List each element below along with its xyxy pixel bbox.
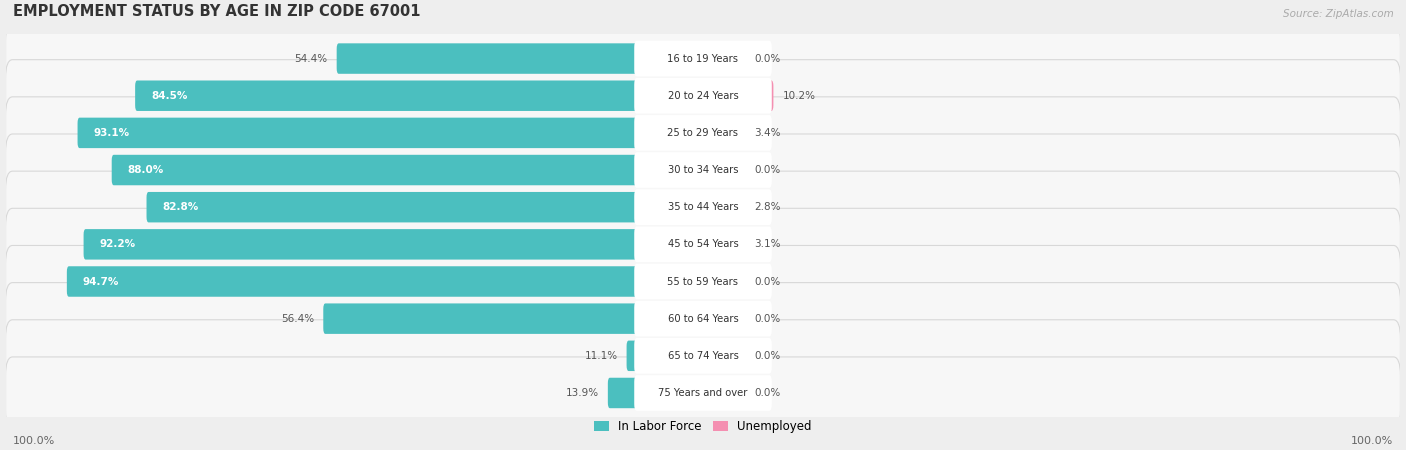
FancyBboxPatch shape — [634, 152, 772, 188]
FancyBboxPatch shape — [67, 266, 704, 297]
FancyBboxPatch shape — [6, 245, 1400, 318]
FancyBboxPatch shape — [135, 81, 704, 111]
FancyBboxPatch shape — [6, 171, 1400, 243]
Text: 0.0%: 0.0% — [755, 54, 780, 63]
FancyBboxPatch shape — [146, 192, 704, 222]
FancyBboxPatch shape — [6, 208, 1400, 280]
FancyBboxPatch shape — [634, 264, 772, 299]
FancyBboxPatch shape — [83, 229, 704, 260]
FancyBboxPatch shape — [6, 134, 1400, 206]
FancyBboxPatch shape — [702, 158, 744, 183]
Text: 54.4%: 54.4% — [294, 54, 328, 63]
Text: 20 to 24 Years: 20 to 24 Years — [668, 91, 738, 101]
FancyBboxPatch shape — [6, 97, 1400, 169]
FancyBboxPatch shape — [634, 189, 772, 225]
FancyBboxPatch shape — [702, 269, 744, 294]
Text: Source: ZipAtlas.com: Source: ZipAtlas.com — [1282, 9, 1393, 19]
Text: 35 to 44 Years: 35 to 44 Years — [668, 202, 738, 212]
Legend: In Labor Force, Unemployed: In Labor Force, Unemployed — [589, 415, 817, 438]
FancyBboxPatch shape — [634, 78, 772, 113]
Text: 11.1%: 11.1% — [585, 351, 617, 361]
FancyBboxPatch shape — [336, 43, 704, 74]
FancyBboxPatch shape — [702, 380, 744, 405]
Text: 0.0%: 0.0% — [755, 276, 780, 287]
Text: 82.8%: 82.8% — [163, 202, 198, 212]
Text: 0.0%: 0.0% — [755, 314, 780, 324]
Text: EMPLOYMENT STATUS BY AGE IN ZIP CODE 67001: EMPLOYMENT STATUS BY AGE IN ZIP CODE 670… — [13, 4, 420, 19]
FancyBboxPatch shape — [634, 338, 772, 374]
Text: 10.2%: 10.2% — [783, 91, 815, 101]
FancyBboxPatch shape — [634, 41, 772, 76]
FancyBboxPatch shape — [323, 303, 704, 334]
Text: 100.0%: 100.0% — [13, 436, 55, 446]
Text: 3.1%: 3.1% — [755, 239, 780, 249]
FancyBboxPatch shape — [6, 283, 1400, 355]
Text: 60 to 64 Years: 60 to 64 Years — [668, 314, 738, 324]
Text: 94.7%: 94.7% — [83, 276, 120, 287]
Text: 55 to 59 Years: 55 to 59 Years — [668, 276, 738, 287]
FancyBboxPatch shape — [634, 301, 772, 337]
FancyBboxPatch shape — [6, 357, 1400, 429]
Text: 16 to 19 Years: 16 to 19 Years — [668, 54, 738, 63]
FancyBboxPatch shape — [702, 117, 728, 148]
Text: 0.0%: 0.0% — [755, 388, 780, 398]
Text: 2.8%: 2.8% — [755, 202, 780, 212]
Text: 30 to 34 Years: 30 to 34 Years — [668, 165, 738, 175]
FancyBboxPatch shape — [702, 81, 773, 111]
FancyBboxPatch shape — [627, 341, 704, 371]
Text: 93.1%: 93.1% — [94, 128, 129, 138]
Text: 45 to 54 Years: 45 to 54 Years — [668, 239, 738, 249]
FancyBboxPatch shape — [702, 229, 725, 260]
FancyBboxPatch shape — [6, 60, 1400, 132]
FancyBboxPatch shape — [6, 22, 1400, 94]
Text: 3.4%: 3.4% — [755, 128, 780, 138]
Text: 65 to 74 Years: 65 to 74 Years — [668, 351, 738, 361]
FancyBboxPatch shape — [702, 192, 724, 222]
FancyBboxPatch shape — [607, 378, 704, 408]
Text: 88.0%: 88.0% — [128, 165, 165, 175]
Text: 92.2%: 92.2% — [100, 239, 136, 249]
FancyBboxPatch shape — [634, 115, 772, 151]
FancyBboxPatch shape — [634, 226, 772, 262]
Text: 84.5%: 84.5% — [152, 91, 187, 101]
Text: 25 to 29 Years: 25 to 29 Years — [668, 128, 738, 138]
Text: 0.0%: 0.0% — [755, 165, 780, 175]
FancyBboxPatch shape — [6, 320, 1400, 392]
FancyBboxPatch shape — [702, 46, 744, 71]
FancyBboxPatch shape — [111, 155, 704, 185]
Text: 75 Years and over: 75 Years and over — [658, 388, 748, 398]
FancyBboxPatch shape — [702, 343, 744, 369]
FancyBboxPatch shape — [702, 306, 744, 331]
Text: 56.4%: 56.4% — [281, 314, 314, 324]
FancyBboxPatch shape — [634, 375, 772, 411]
Text: 0.0%: 0.0% — [755, 351, 780, 361]
Text: 100.0%: 100.0% — [1351, 436, 1393, 446]
Text: 13.9%: 13.9% — [565, 388, 599, 398]
FancyBboxPatch shape — [77, 117, 704, 148]
